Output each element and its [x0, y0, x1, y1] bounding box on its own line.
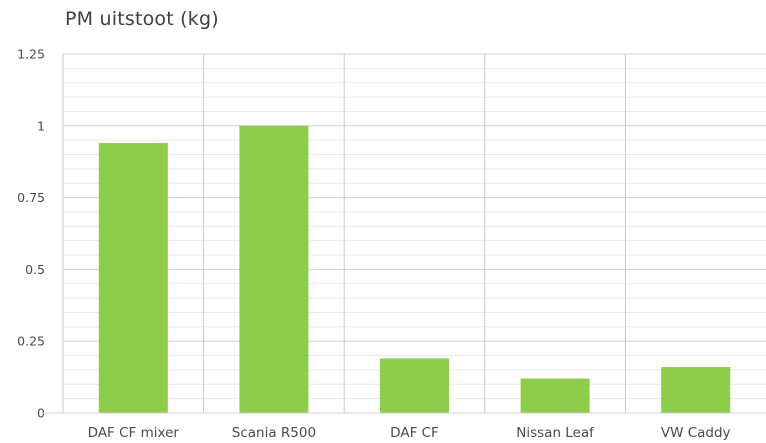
bar-daf-cf	[380, 358, 449, 413]
x-axis-categories: DAF CF mixer Scania R500 DAF CF Nissan Leaf…	[88, 425, 731, 441]
bar-scania-r500	[239, 125, 309, 414]
category-separators	[62, 54, 626, 413]
y-axis-ticks: 0 0.25 0.5 0.75 1 1.25	[17, 47, 45, 421]
bar-vw-caddy	[661, 367, 731, 413]
x-category-label: DAF CF	[390, 425, 439, 441]
x-category-label: Scania R500	[232, 425, 316, 441]
x-category-label: VW Caddy	[661, 425, 731, 441]
y-tick-label: 0	[37, 406, 45, 421]
bar-daf-cf-mixer	[98, 143, 168, 414]
x-category-label: DAF CF mixer	[88, 425, 180, 441]
bar-nissan-leaf	[520, 378, 590, 413]
grid-lines	[63, 53, 766, 400]
x-category-label: Nissan Leaf	[516, 425, 595, 441]
y-tick-label: 0.25	[17, 334, 45, 349]
y-tick-label: 0.5	[25, 262, 45, 277]
y-tick-label: 1	[37, 118, 45, 133]
bars	[98, 125, 731, 414]
y-tick-label: 0.75	[17, 190, 45, 205]
chart-title: PM uitstoot (kg)	[65, 8, 219, 30]
y-tick-label: 1.25	[17, 47, 45, 62]
